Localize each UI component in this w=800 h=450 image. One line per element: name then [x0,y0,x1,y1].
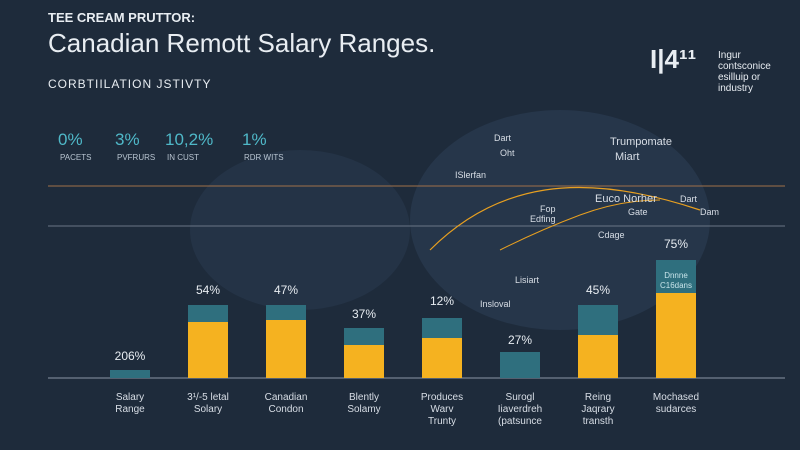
bar-label: 206% [115,349,146,363]
badge-note: Ingur [718,50,741,61]
category-label: Trunty [428,416,456,427]
route [499,199,661,251]
category-label: 3¹/-5 letal [187,392,229,403]
category-label: Solamy [347,404,380,415]
category-label: Canadian [265,392,308,403]
badge-note: contsconice [718,61,771,72]
map-label: Oht [500,148,515,158]
category-label: (patsunce [498,416,542,427]
badge: I|4¹¹ [650,44,696,74]
category-label: Mochased [653,392,699,403]
category-label: Blently [349,392,379,403]
subtitle: CORBTIILATION JSTIVTY [48,77,211,91]
bar-body [266,320,306,378]
bar-label: 37% [352,307,376,321]
category-label: Range [115,404,145,415]
badge-note: esilluip or [718,72,761,83]
category-label: Condon [268,404,303,415]
map-shape [190,150,410,310]
map-label: ISlerfan [455,170,486,180]
bar-label: 47% [274,283,298,297]
map-label: Dart [494,133,512,143]
map-label: Insloval [480,299,511,309]
bar-inner-label: Dnnne [664,271,688,280]
category-label: Salary [116,392,144,403]
map-label: Dam [700,207,719,217]
bar-top [500,352,540,378]
stat-label: PACETS [60,153,91,162]
category-label: Solary [194,404,222,415]
stat-label: RDR WITS [244,153,284,162]
map-shape [410,110,710,330]
map-label: Fop [540,204,556,214]
map-label: Trumpomate [610,136,672,148]
stat-value: 10,2% [165,130,213,149]
stat-value: 3% [115,130,140,149]
bar-label: 27% [508,333,532,347]
title: Canadian Remott Salary Ranges. [48,28,435,58]
bar-label: 54% [196,283,220,297]
category-label: Produces [421,392,463,403]
map-label: Gate [628,207,648,217]
category-label: Warv [431,404,454,415]
route [429,186,701,251]
category-label: Jaqrary [581,404,614,415]
bar-label: 12% [430,294,454,308]
map-label: Lisiart [515,275,540,285]
map-label: Euco Norher [595,193,657,205]
category-label: transth [583,416,614,427]
map-label: Edfing [530,214,556,224]
category-label: Surogl [506,392,535,403]
bar-label: 75% [664,237,688,251]
bar-body [656,293,696,378]
bar-top [110,370,150,378]
map-label: Cdage [598,230,625,240]
bar-body [344,345,384,378]
map-label: Miart [615,151,639,163]
map-label: Dart [680,194,698,204]
stat-value: 1% [242,130,267,149]
category-label: sudarces [656,404,697,415]
stat-label: PVFRURS [117,153,155,162]
category-label: Iiaverdreh [498,404,542,415]
bar-body [188,322,228,378]
bar-label: 45% [586,283,610,297]
kicker: TEE CREAM PRUTTOR: [48,10,195,25]
badge-note: industry [718,83,753,94]
stat-value: 0% [58,130,83,149]
category-label: Reing [585,392,611,403]
bar-body [578,335,618,378]
bar-body [422,338,462,378]
stat-label: IN CUST [167,153,199,162]
bar-inner-label: C16dans [660,281,692,290]
